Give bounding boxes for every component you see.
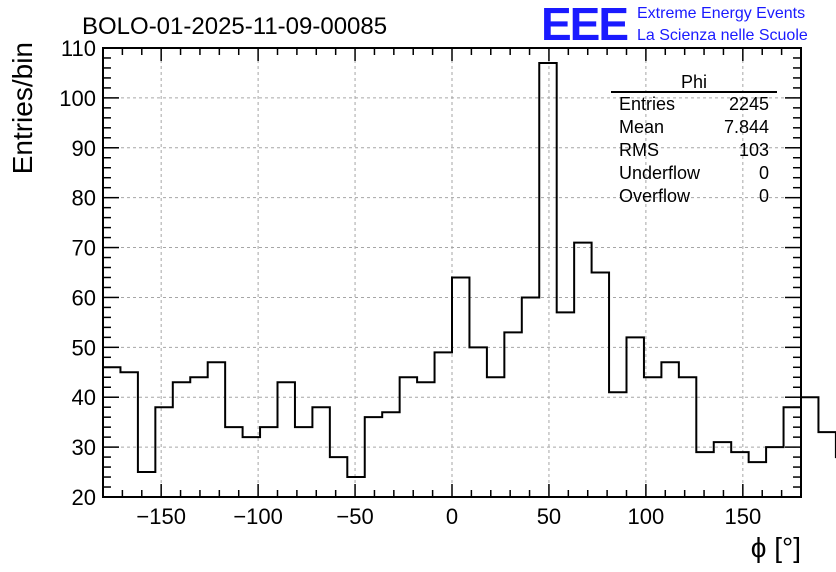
x-tick-label: 0 — [446, 504, 458, 529]
y-tick-label: 20 — [72, 485, 96, 510]
y-tick-label: 80 — [72, 186, 96, 211]
x-axis-title: ϕ [°] — [751, 532, 801, 563]
x-tick-label: 100 — [628, 504, 665, 529]
histogram-bin — [801, 397, 818, 497]
histogram-bin — [382, 412, 399, 497]
stats-label: RMS — [619, 140, 659, 160]
histogram-bin — [609, 392, 626, 497]
stats-value: 0 — [759, 186, 769, 206]
histogram-bin — [452, 277, 469, 497]
y-tick-label: 30 — [72, 435, 96, 460]
histogram-bin — [592, 273, 609, 498]
y-tick-label: 70 — [72, 236, 96, 261]
histogram-bin — [435, 352, 452, 497]
histogram-bin — [731, 452, 748, 497]
histogram-bin — [138, 472, 155, 497]
histogram-outline — [103, 61, 836, 479]
stats-title: Phi — [681, 72, 707, 92]
chart-title: BOLO-01-2025-11-09-00085 — [82, 13, 387, 40]
histogram-bin — [120, 372, 137, 497]
histogram-bin — [225, 427, 242, 497]
histogram-bin — [574, 243, 591, 497]
histogram-bin — [539, 63, 556, 497]
stats-label: Entries — [619, 94, 675, 114]
histogram-bin — [417, 382, 434, 497]
histogram-bin — [330, 457, 347, 497]
histogram-bin — [208, 362, 225, 497]
x-tick-label: −100 — [233, 504, 283, 529]
stats-value: 2245 — [729, 94, 769, 114]
y-tick-label: 50 — [72, 335, 96, 360]
y-tick-label: 60 — [72, 285, 96, 310]
histogram-bin — [784, 407, 801, 497]
y-tick-label: 110 — [61, 36, 96, 61]
stats-box: Phi Entries 2245 Mean 7.844 RMS 103 Underflow 0… — [611, 72, 777, 206]
y-axis-title: Entries/bin — [7, 42, 38, 174]
stats-label: Underflow — [619, 163, 701, 183]
histogram-bin — [260, 427, 277, 497]
histogram-bin — [173, 382, 190, 497]
stats-value: 0 — [759, 163, 769, 183]
histogram-bin — [278, 382, 295, 497]
axis-ticks — [102, 47, 802, 498]
histogram-bin — [504, 332, 521, 497]
histogram-bin — [365, 417, 382, 497]
histogram-bin — [714, 442, 731, 497]
stats-label: Overflow — [619, 186, 691, 206]
histogram-bin — [644, 377, 661, 497]
x-tick-label: 50 — [537, 504, 561, 529]
logo-line-1: Extreme Energy Events — [637, 5, 805, 22]
histogram-bin — [190, 377, 207, 497]
histogram-bin — [749, 462, 766, 497]
x-tick-label: −150 — [136, 504, 186, 529]
stats-rows: Entries 2245 Mean 7.844 RMS 103 Underflow 0 Over… — [619, 94, 769, 206]
histogram-bin — [557, 312, 574, 497]
histogram-bin — [400, 377, 417, 497]
stats-value: 7.844 — [724, 117, 769, 137]
stats-label: Mean — [619, 117, 664, 137]
histogram-bin — [766, 447, 783, 497]
y-tick-label: 40 — [72, 385, 96, 410]
histogram-bin — [312, 407, 329, 497]
histogram-bin — [627, 337, 644, 497]
y-tick-label: 90 — [72, 136, 96, 161]
histogram-bin — [295, 427, 312, 497]
histogram-bin — [469, 347, 486, 497]
x-tick-labels: −150 −100 −50 0 50 100 150 — [136, 504, 761, 529]
x-tick-label: 150 — [724, 504, 761, 529]
histogram-bin — [661, 362, 678, 497]
x-tick-label: −50 — [336, 504, 373, 529]
eee-logo: EEE Extreme Energy Events La Scienza nel… — [541, 0, 808, 50]
histogram-bin — [155, 407, 172, 497]
histogram-bin — [347, 477, 364, 497]
histogram-bin — [818, 432, 835, 497]
histogram-bin — [487, 377, 504, 497]
histogram-bin — [679, 377, 696, 497]
eee-logo-mark: EEE — [541, 0, 627, 50]
histogram-bin — [696, 452, 713, 497]
logo-line-2: La Scienza nelle Scuole — [637, 27, 808, 44]
stats-value: 103 — [739, 140, 769, 160]
y-tick-label: 100 — [59, 86, 96, 111]
y-tick-labels: 20 30 40 50 60 70 80 90 100 110 — [59, 36, 96, 510]
histogram-bin — [522, 297, 539, 497]
